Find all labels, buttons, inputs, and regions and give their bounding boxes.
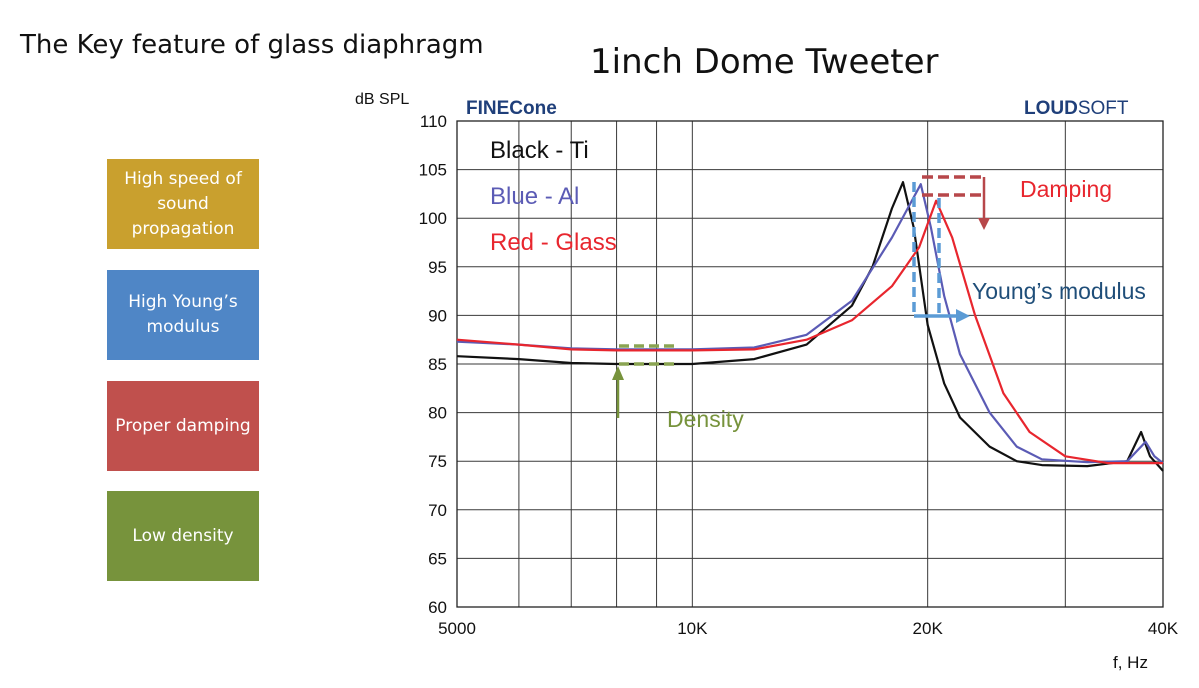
series-line-al	[456, 183, 1164, 464]
y-tick-labels: 60 65 70 75 80 85 90 95 100 105 110	[419, 112, 447, 617]
damping-marker	[922, 175, 990, 230]
feature-box-sound-speed: High speed of sound propagation	[107, 159, 259, 249]
x-tick-label: 5000	[438, 619, 476, 638]
y-tick-label: 100	[419, 209, 447, 228]
feature-label: High Young’s modulus	[128, 292, 238, 337]
chart-title: 1inch Dome Tweeter	[590, 42, 939, 82]
y-tick-label: 95	[428, 258, 447, 277]
series-line-glass	[456, 199, 1163, 465]
x-tick-label: 20K	[913, 619, 944, 638]
feature-label: Proper damping	[115, 415, 251, 436]
feature-box-youngs-modulus: High Young’s modulus	[107, 270, 259, 360]
youngs-modulus-marker	[912, 182, 970, 323]
y-tick-label: 105	[419, 161, 447, 180]
density-label: Density	[667, 406, 744, 432]
x-tick-labels: 5000 10K 20K 40K	[438, 619, 1179, 638]
y-tick-label: 80	[428, 404, 447, 423]
damping-label: Damping	[1020, 176, 1112, 202]
youngs-modulus-label: Young’s modulus	[972, 278, 1146, 304]
y-tick-label: 85	[428, 355, 447, 374]
feature-box-density: Low density	[107, 491, 259, 581]
y-axis-label: dB SPL	[355, 91, 409, 108]
feature-label: High speed of sound propagation	[124, 168, 242, 239]
feature-box-damping: Proper damping	[107, 381, 259, 471]
x-tick-label: 10K	[677, 619, 708, 638]
slide-title: The Key feature of glass diaphragm	[20, 30, 484, 60]
x-axis-label: f, Hz	[1113, 653, 1148, 672]
legend-label-ti: Black - Ti	[490, 137, 589, 164]
y-tick-label: 60	[428, 598, 447, 617]
legend-label-al: Blue - Al	[490, 183, 579, 210]
density-marker	[612, 344, 676, 418]
y-tick-label: 90	[428, 306, 447, 325]
series-lines	[456, 181, 1164, 472]
y-tick-label: 75	[428, 452, 447, 471]
y-tick-label: 65	[428, 549, 447, 568]
feature-label: Low density	[132, 525, 234, 546]
legend-label-glass: Red - Glass	[490, 229, 617, 256]
brand-finecone: FINECone	[466, 98, 557, 119]
series-line-ti	[456, 181, 1164, 472]
plot-frame	[456, 120, 1164, 608]
brand-loudsoft: LOUDSOFT	[1024, 98, 1129, 119]
y-tick-label: 110	[420, 112, 447, 131]
y-tick-label: 70	[428, 501, 447, 520]
x-tick-label: 40K	[1148, 619, 1179, 638]
